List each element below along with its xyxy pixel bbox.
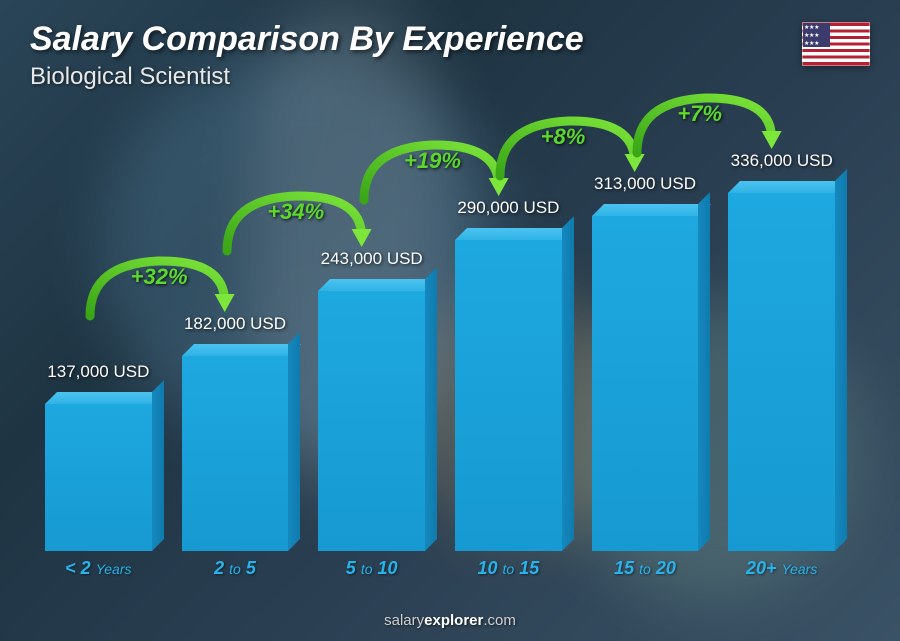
increase-pct-label: +8%	[541, 124, 586, 150]
page-title: Salary Comparison By Experience	[30, 20, 870, 59]
bar-category-label: 5 to 10	[346, 558, 398, 579]
increase-arrow: +19%	[356, 140, 509, 210]
increase-pct-label: +34%	[267, 199, 324, 225]
bar-category-label: 2 to 5	[214, 558, 256, 579]
footer-text: salary	[384, 612, 424, 629]
increase-arrow: +34%	[219, 191, 372, 261]
bar-value-label: 137,000 USD	[47, 362, 149, 382]
increase-pct-label: +32%	[131, 264, 188, 290]
bar-category-label: 20+ Years	[746, 558, 817, 579]
bar	[318, 291, 425, 551]
bar-group: 336,000 USD20+ Years	[713, 151, 850, 551]
increase-arrow: +7%	[629, 93, 782, 163]
page-subtitle: Biological Scientist	[30, 63, 870, 91]
footer-text: .com	[483, 612, 516, 629]
bar-group: 313,000 USD15 to 20	[577, 151, 714, 551]
bar-category-label: 10 to 15	[477, 558, 539, 579]
bar-group: 137,000 USD< 2 Years	[30, 151, 167, 551]
increase-pct-label: +7%	[677, 101, 722, 127]
usa-flag-icon	[802, 22, 870, 66]
bars-container: 137,000 USD< 2 Years182,000 USD2 to 5243…	[30, 151, 850, 551]
footer-text-bold: explorer	[424, 612, 483, 629]
bar-category-label: 15 to 20	[614, 558, 676, 579]
bar-group: 290,000 USD10 to 15	[440, 151, 577, 551]
bar	[728, 193, 835, 551]
bar-chart: 137,000 USD< 2 Years182,000 USD2 to 5243…	[30, 130, 850, 581]
footer-credit: salaryexplorer.com	[0, 612, 900, 629]
bar	[182, 356, 289, 551]
increase-arrow: +32%	[82, 256, 235, 326]
bar-category-label: < 2 Years	[65, 558, 131, 579]
bar	[592, 216, 699, 551]
header: Salary Comparison By Experience Biologic…	[30, 20, 870, 91]
bar	[45, 404, 152, 551]
bar	[455, 240, 562, 551]
increase-pct-label: +19%	[404, 148, 461, 174]
increase-arrow: +8%	[492, 116, 645, 186]
